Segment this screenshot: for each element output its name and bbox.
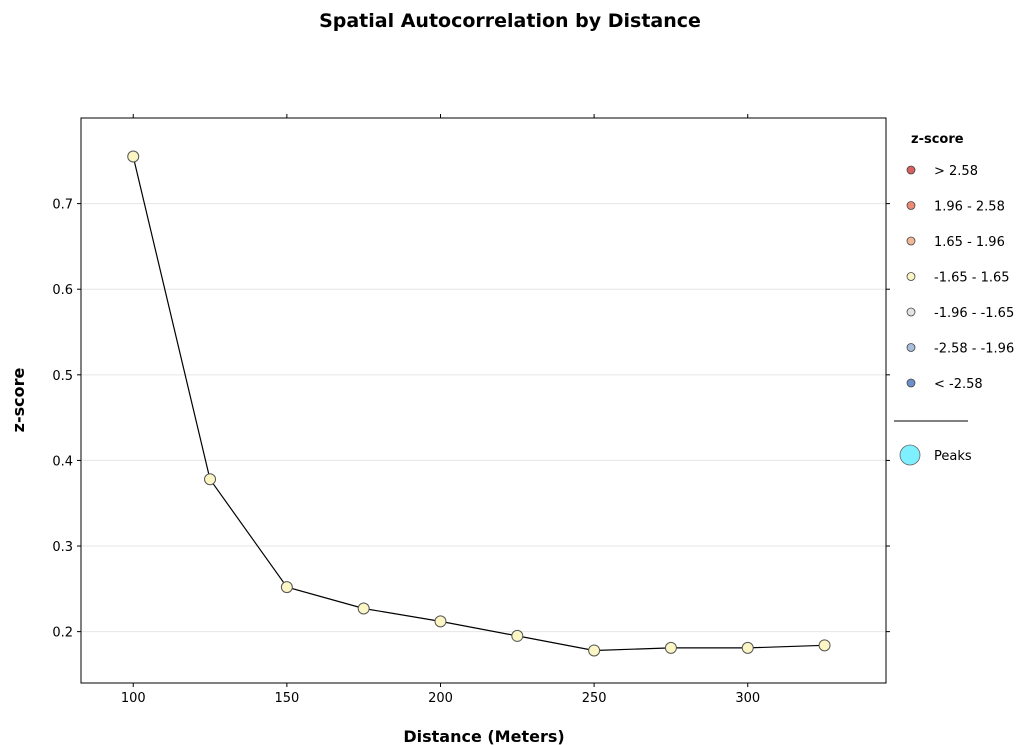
data-point[interactable] [588, 644, 601, 657]
legend-item-label: < -2.58 [934, 377, 983, 392]
plot-area: 0.2 0.3 0.4 0.5 0.6 0.7 100 150 200 250 300 [52, 114, 890, 706]
x-tick-label: 100 [121, 691, 146, 706]
x-tick-label: 250 [582, 691, 607, 706]
pale-yellow-point-icon [906, 272, 916, 281]
red-point-icon [906, 165, 916, 175]
chart-title: Spatial Autocorrelation by Distance [319, 10, 701, 32]
data-point[interactable] [511, 629, 524, 642]
legend-peaks-label: Peaks [934, 449, 972, 464]
plot-frame [80, 117, 887, 684]
legend-item-label: 1.65 - 1.96 [934, 235, 1005, 250]
data-point[interactable] [664, 641, 677, 654]
y-tick-label: 0.7 [52, 198, 73, 213]
light-blue-point-icon [906, 343, 916, 352]
y-tick-label: 0.6 [52, 283, 73, 298]
peach-point-icon [906, 236, 916, 246]
data-point[interactable] [204, 473, 217, 486]
data-point[interactable] [818, 639, 831, 652]
y-axis-label: z-score [9, 368, 28, 433]
peak-marker-icon [899, 444, 921, 466]
salmon-point-icon [906, 201, 916, 210]
y-tick-label: 0.3 [52, 540, 73, 555]
data-point[interactable] [127, 150, 140, 163]
legend-item-label: -1.96 - -1.65 [934, 306, 1014, 321]
legend-item-label: 1.96 - 2.58 [934, 200, 1005, 215]
legend: z-score > 2.58 1.96 - 2.58 1.65 - 1.96 -1.65… [894, 132, 1014, 466]
series-line [132, 156, 825, 652]
light-gray-point-icon [906, 307, 916, 317]
legend-item-label: -1.65 - 1.65 [934, 271, 1010, 286]
x-tick-label: 150 [274, 691, 299, 706]
y-tick-label: 0.2 [52, 626, 73, 641]
data-point[interactable] [434, 615, 447, 628]
y-tick-label: 0.4 [52, 454, 73, 469]
data-point[interactable] [280, 581, 293, 594]
blue-point-icon [906, 378, 916, 388]
legend-title: z-score [911, 132, 964, 147]
legend-item-label: -2.58 - -1.96 [934, 342, 1014, 357]
data-point[interactable] [741, 641, 754, 654]
x-tick-label: 200 [428, 691, 453, 706]
x-axis-label: Distance (Meters) [403, 727, 564, 745]
x-tick-label: 300 [735, 691, 760, 706]
y-tick-label: 0.5 [52, 369, 73, 384]
legend-item-label: > 2.58 [934, 164, 978, 179]
data-point[interactable] [357, 602, 370, 615]
